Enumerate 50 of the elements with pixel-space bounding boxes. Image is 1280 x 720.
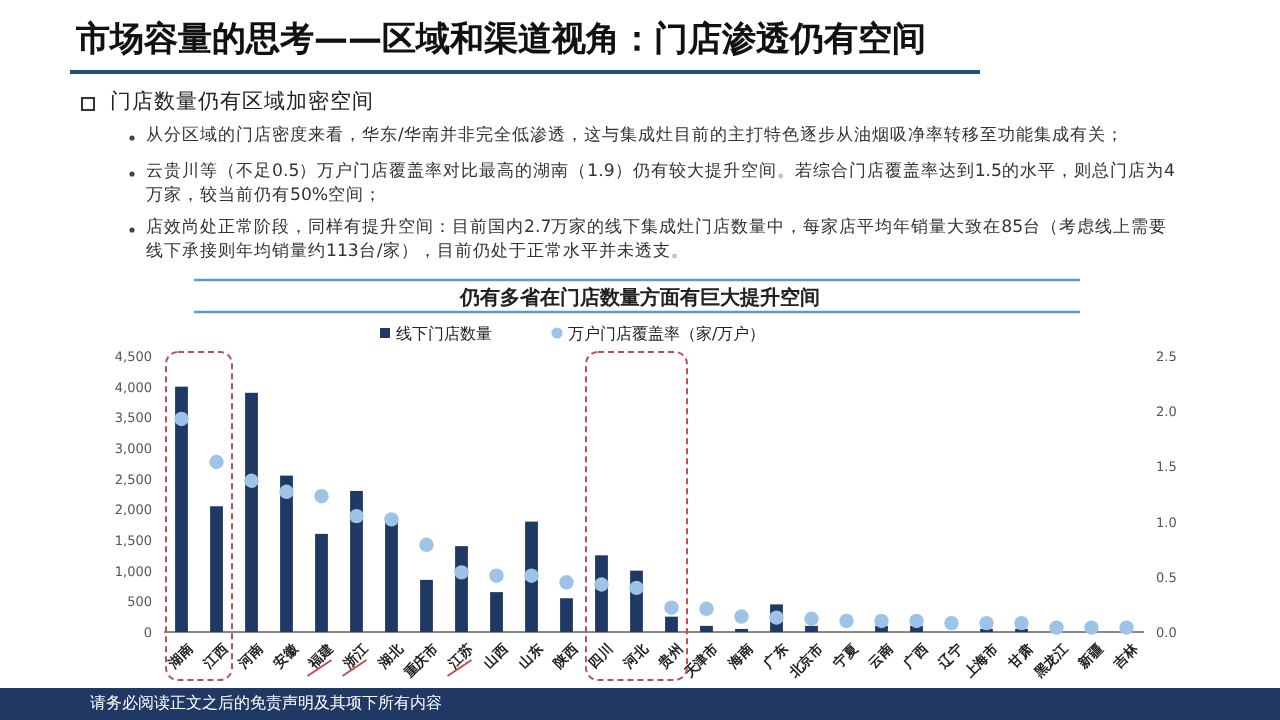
bar — [175, 386, 188, 632]
point — [489, 568, 504, 583]
point — [664, 600, 679, 615]
legend-label: 万户门店覆盖率（家/万户） — [568, 325, 766, 343]
point — [454, 565, 469, 580]
bar — [385, 518, 398, 632]
point — [1049, 620, 1064, 635]
chart-title: 市场容量的思考——区域和渠道视角：门店渗透仍有空间 — [76, 18, 926, 62]
bar — [245, 392, 258, 632]
point — [1084, 620, 1099, 635]
legend-label: 线下门店数量 — [396, 325, 492, 343]
point — [524, 568, 539, 583]
bar — [560, 598, 573, 632]
point — [734, 609, 749, 624]
point — [769, 610, 784, 625]
point — [944, 615, 959, 631]
text: 云贵川等（不足0.5）万户门店覆盖率对比最高的湖南（1.9）仍有较大提升空间。若综合门店覆盖率达到1.5的水平，则总门店为4万家，较当前仍有50%空间； — [146, 160, 1176, 208]
point — [874, 613, 889, 629]
bar — [490, 592, 503, 632]
bar — [805, 625, 818, 632]
point — [349, 508, 364, 524]
bar — [315, 533, 328, 632]
bar — [665, 616, 678, 632]
point — [629, 580, 644, 596]
point — [244, 473, 259, 488]
point — [279, 484, 294, 499]
point — [979, 615, 994, 631]
point — [839, 613, 854, 629]
bar — [280, 475, 293, 632]
point — [594, 577, 609, 592]
chart-subtitle: 仍有多省在门店数量方面有巨大提升空间 — [458, 286, 820, 310]
bar — [420, 579, 433, 632]
text: 从分区域的门店密度来看，华东/华南并非完全低渗透，这与集成灶目前的主打特色逐步从油烟吸净率转移至功能集成有关； — [146, 124, 1126, 148]
point — [209, 454, 224, 470]
point — [1119, 620, 1134, 635]
text: 门店数量仍有区域加密空间 — [110, 88, 374, 116]
point — [174, 411, 189, 427]
bar — [350, 490, 363, 632]
point — [314, 489, 329, 504]
point — [699, 601, 714, 617]
text: 店效尚处正常阶段，同样有提升空间：目前国内2.7万家的线下集成灶门店数量中，每家店平均年销量大致在85台（考虑线上需要线下承接则年均销量约113台/家），目前仍处于正常水平并未透支。 — [146, 216, 1170, 264]
point — [804, 611, 819, 626]
bar — [700, 625, 713, 632]
bar — [210, 506, 223, 632]
point — [384, 512, 399, 527]
point — [1014, 615, 1029, 631]
point — [909, 613, 924, 629]
text: 请务必阅读正文之后的免责声明及其项下所有内容 — [90, 692, 442, 714]
point — [419, 537, 434, 552]
point — [559, 575, 574, 590]
